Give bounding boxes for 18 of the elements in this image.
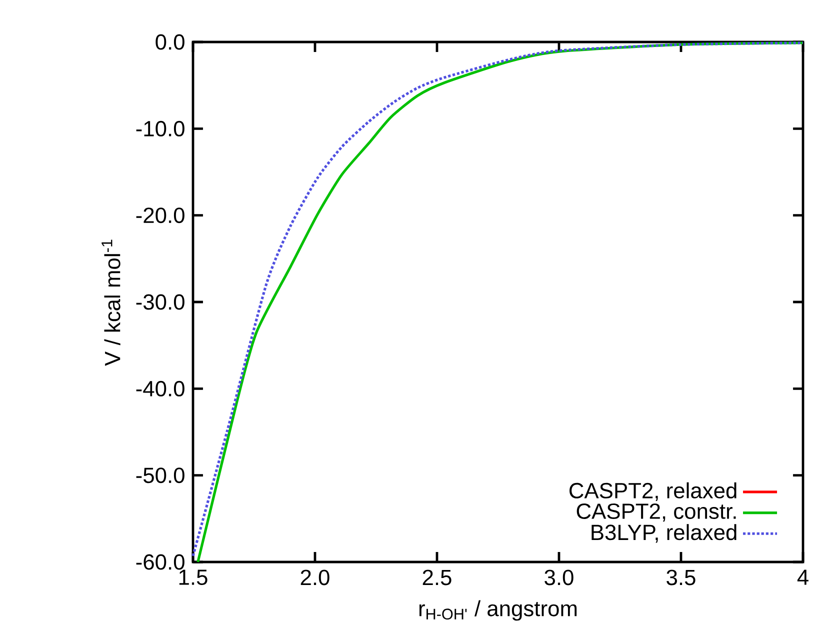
x-axis-title: r$_{H-OH'}$ / angstrom (419, 600, 577, 621)
legend-label: CASPT2, relaxed (570, 482, 736, 502)
y-tick-label: -10.0 (136, 120, 184, 136)
y-tick-label: -60.0 (136, 554, 184, 570)
legend-label: B3LYP, relaxed (592, 524, 736, 543)
y-tick-label: -50.0 (136, 468, 184, 484)
y-tick-label: -20.0 (136, 208, 184, 224)
x-tick-label: 4 (797, 570, 808, 585)
y-axis-title: V / kcal mol$^{-1}$ (102, 240, 120, 366)
x-tick-label: 3.0 (544, 570, 574, 586)
y-tick-label: 0.0 (156, 34, 184, 50)
x-tick-label: 3.5 (666, 570, 696, 586)
x-tick-label: 1.5 (179, 570, 208, 586)
x-tick-label: 2.0 (300, 570, 330, 586)
y-tick-label: -40.0 (136, 380, 184, 396)
y-tick-label: -30.0 (136, 294, 184, 310)
legend-label: CASPT2, constr. (576, 504, 736, 522)
x-tick-label: 2.5 (422, 570, 452, 586)
